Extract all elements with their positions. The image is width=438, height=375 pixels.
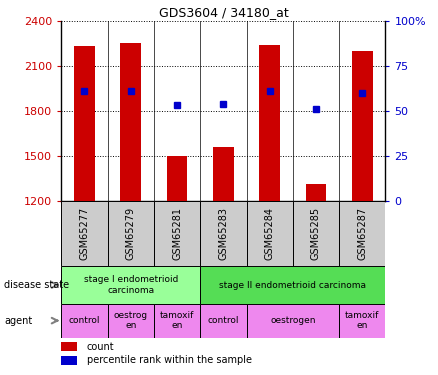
Bar [120,43,141,201]
Bar [247,201,293,266]
Bar [259,45,280,201]
Bar [108,304,154,338]
Title: GDS3604 / 34180_at: GDS3604 / 34180_at [159,6,288,20]
Bar [154,201,200,266]
Text: agent: agent [4,316,32,326]
Bar [108,201,154,266]
Bar [247,304,339,338]
Text: GSM65285: GSM65285 [311,207,321,260]
Bar [61,342,77,351]
Bar [339,201,385,266]
Text: tamoxif
en: tamoxif en [160,311,194,330]
Bar [200,266,385,304]
Bar [154,304,200,338]
Text: GSM65279: GSM65279 [126,207,136,260]
Text: disease state: disease state [4,280,70,290]
Bar [213,147,234,201]
Text: GSM65281: GSM65281 [172,207,182,260]
Text: count: count [87,342,114,351]
Text: GSM65283: GSM65283 [219,207,228,260]
Text: oestrogen: oestrogen [270,316,316,325]
Bar [200,304,247,338]
Text: GSM65287: GSM65287 [357,207,367,260]
Bar [352,51,373,201]
Bar [339,304,385,338]
Bar [61,266,200,304]
Text: oestrog
en: oestrog en [114,311,148,330]
Bar [306,184,326,201]
Text: GSM65284: GSM65284 [265,207,275,260]
Text: stage I endometrioid
carcinoma: stage I endometrioid carcinoma [84,275,178,295]
Text: control: control [69,316,100,325]
Text: control: control [208,316,239,325]
Text: GSM65277: GSM65277 [79,207,89,260]
Bar [74,46,95,201]
Bar [61,201,108,266]
Bar [61,356,77,364]
Bar [200,201,247,266]
Bar [166,156,187,201]
Text: percentile rank within the sample: percentile rank within the sample [87,355,251,365]
Text: tamoxif
en: tamoxif en [345,311,379,330]
Text: stage II endometrioid carcinoma: stage II endometrioid carcinoma [219,280,366,290]
Bar [61,304,108,338]
Bar [293,201,339,266]
